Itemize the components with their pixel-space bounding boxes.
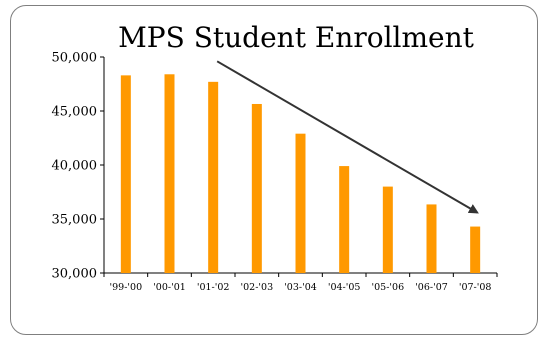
bar bbox=[295, 133, 306, 273]
bar bbox=[470, 226, 481, 273]
bar bbox=[164, 74, 175, 273]
bar bbox=[251, 103, 262, 273]
trend-arrow bbox=[216, 60, 479, 214]
y-tick-label: 35,000 bbox=[52, 213, 98, 228]
x-tick-label: '07-'08 bbox=[459, 282, 492, 293]
bar bbox=[120, 75, 131, 273]
x-tick-label: '02-'03 bbox=[241, 282, 274, 293]
chart-title: MPS Student Enrollment bbox=[118, 21, 475, 54]
y-tick-label: 30,000 bbox=[52, 267, 98, 282]
bar bbox=[426, 204, 437, 273]
bar bbox=[208, 81, 219, 273]
x-tick-label: '00-'01 bbox=[153, 282, 186, 293]
x-axis-ticks: '99-'00 '00-'01 '01-'02 '02-'03 '03-'04 '04-'… bbox=[103, 273, 498, 293]
y-tick-label: 40,000 bbox=[52, 159, 98, 174]
y-tick-label: 50,000 bbox=[52, 51, 98, 66]
x-tick-label: '04-'05 bbox=[328, 282, 361, 293]
chart-frame bbox=[10, 5, 538, 335]
bar bbox=[339, 166, 350, 273]
x-tick-label: '06-'07 bbox=[415, 282, 448, 293]
x-tick-label: '99-'00 bbox=[110, 282, 143, 293]
x-tick-label: '05-'06 bbox=[372, 282, 405, 293]
x-tick-label: '01-'02 bbox=[197, 282, 230, 293]
y-tick-label: 45,000 bbox=[52, 105, 98, 120]
bars bbox=[120, 74, 481, 273]
x-tick-label: '03-'04 bbox=[284, 282, 317, 293]
bar bbox=[382, 186, 393, 273]
y-axis-ticks: 30,000 35,000 40,000 45,000 50,000 bbox=[52, 51, 104, 282]
